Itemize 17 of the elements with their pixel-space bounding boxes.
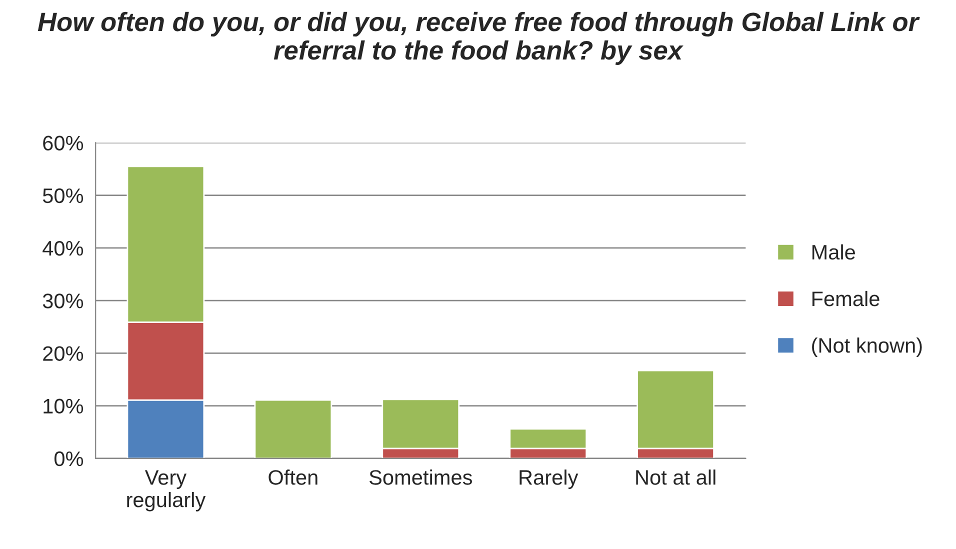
x-tick-label: Sometimes	[369, 470, 472, 485]
y-tick-label: 20%	[43, 346, 84, 361]
y-tick-label: 30%	[42, 294, 84, 308]
y-tick-label: 10%	[44, 398, 84, 414]
bar	[254, 399, 332, 458]
y-tick-label: 50%	[42, 188, 84, 204]
y-tick-label: 0%	[54, 451, 84, 466]
x-tick-label: Often	[268, 470, 318, 485]
x-tick-label: Very regularly	[127, 470, 206, 512]
legend-label: Female	[812, 290, 880, 306]
x-tick-label: Not at all	[636, 470, 716, 485]
y-tick-label: 60%	[43, 136, 84, 150]
legend-label: (Not known)	[812, 338, 922, 357]
x-tick-label: Rarely	[520, 470, 578, 489]
y-tick-label: 40%	[42, 240, 84, 256]
chart-title: How often do you, or did you, receive free food through Global Link or referral to the food bank? by sex	[38, 12, 920, 65]
legend-label: Male	[812, 244, 855, 260]
